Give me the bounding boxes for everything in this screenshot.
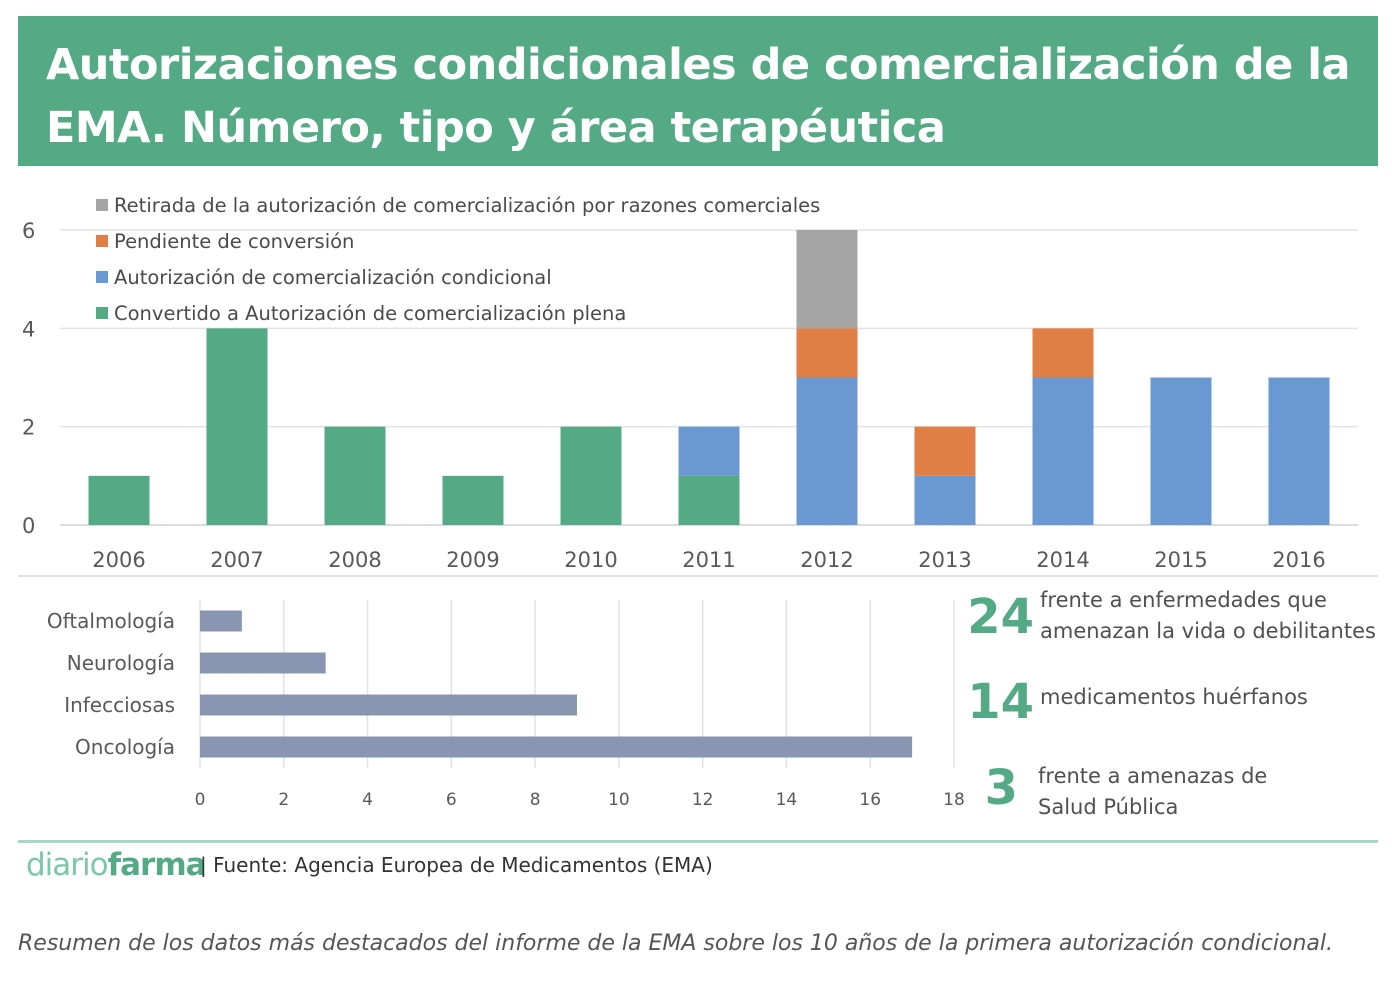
y-category-label: Oftalmología — [47, 609, 175, 633]
source-note: | Fuente: Agencia Europea de Medicamento… — [200, 853, 713, 877]
bar-segment — [1032, 377, 1094, 525]
x-tick-label: 2013 — [918, 548, 971, 572]
y-tick-label: 0 — [22, 514, 35, 538]
y-tick-label: 2 — [22, 416, 35, 440]
x-tick-label: 2010 — [564, 548, 617, 572]
bar-segment — [560, 426, 622, 525]
bar-segment — [914, 475, 976, 525]
stat-text: frente a enfermedades que amenazan la vi… — [1040, 588, 1376, 643]
x-tick-label: 2006 — [92, 548, 145, 572]
legend-swatch — [96, 235, 108, 247]
image-caption: Resumen de los datos más destacados del … — [18, 931, 1333, 956]
legend-label: Retirada de la autorización de comercial… — [114, 194, 820, 217]
bar-segment — [914, 426, 976, 476]
bar-segment — [678, 426, 740, 476]
stat-number: 24 — [967, 589, 1034, 645]
legend-label: Autorización de comercialización condici… — [114, 266, 552, 289]
x-tick-label: 4 — [362, 790, 373, 810]
y-tick-label: 6 — [22, 219, 35, 243]
x-tick-label: 16 — [859, 790, 881, 810]
stat-text: medicamentos huérfanos — [1040, 685, 1308, 709]
chart-header: Autorizaciones condicionales de comercia… — [18, 16, 1378, 166]
bar-segment — [442, 475, 504, 525]
bar-segment — [796, 328, 858, 378]
bar — [200, 652, 326, 674]
x-tick-label: 18 — [943, 790, 965, 810]
legend-swatch — [96, 307, 108, 319]
brand-logo: diariofarma — [26, 846, 207, 884]
therapeutic-area-bar-chart: 0 2 4 6 8 10 12 14 16 18 Oftalmología Neurología Inf… — [47, 600, 965, 810]
legend-swatch — [96, 199, 108, 211]
bar-segment — [678, 475, 740, 525]
legend-label: Convertido a Autorización de comercializ… — [114, 302, 626, 325]
stat-text: frente a amenazas de Salud Pública — [1038, 764, 1268, 819]
bar-segment — [796, 377, 858, 525]
stacked-bar-chart: 0 2 4 6 2006 2007 2008 2009 2010 2011 2012 2013 2014… — [18, 166, 1378, 577]
y-tick-label: 4 — [22, 317, 35, 341]
bar-segment — [206, 328, 268, 525]
x-tick-label: 2011 — [682, 548, 735, 572]
x-tick-label: 8 — [530, 790, 541, 810]
x-tick-label: 10 — [608, 790, 630, 810]
y-category-label: Infecciosas — [64, 693, 175, 717]
bar-segment — [796, 230, 858, 329]
stat-number: 14 — [967, 674, 1034, 730]
legend-swatch — [96, 271, 108, 283]
x-tick-label: 2012 — [800, 548, 853, 572]
x-tick-label: 2015 — [1154, 548, 1207, 572]
x-tick-label: 12 — [692, 790, 714, 810]
x-tick-label: 2 — [278, 790, 289, 810]
stat-number: 3 — [984, 760, 1018, 816]
bar-segment — [88, 475, 150, 525]
bar-segment — [1032, 328, 1094, 378]
x-tick-label: 6 — [446, 790, 457, 810]
bar — [200, 610, 242, 632]
x-tick-label: 14 — [776, 790, 798, 810]
x-tick-label: 2008 — [328, 548, 381, 572]
x-tick-label: 2014 — [1036, 548, 1089, 572]
bar-segment — [1150, 377, 1212, 525]
x-tick-label: 2016 — [1272, 548, 1325, 572]
chart-title: Autorizaciones condicionales de comercia… — [46, 40, 1351, 153]
footer-divider — [18, 840, 1378, 843]
brand-bold: farma — [107, 847, 207, 883]
x-tick-label: 2009 — [446, 548, 499, 572]
y-category-label: Oncología — [75, 735, 175, 759]
bar-segment — [1268, 377, 1330, 525]
x-tick-label: 0 — [195, 790, 206, 810]
bar — [200, 736, 913, 758]
bar — [200, 694, 577, 716]
x-tick-label: 2007 — [210, 548, 263, 572]
legend-label: Pendiente de conversión — [114, 230, 354, 253]
y-category-label: Neurología — [67, 651, 175, 675]
bar-segment — [324, 426, 386, 525]
brand-light: diario — [26, 847, 109, 883]
